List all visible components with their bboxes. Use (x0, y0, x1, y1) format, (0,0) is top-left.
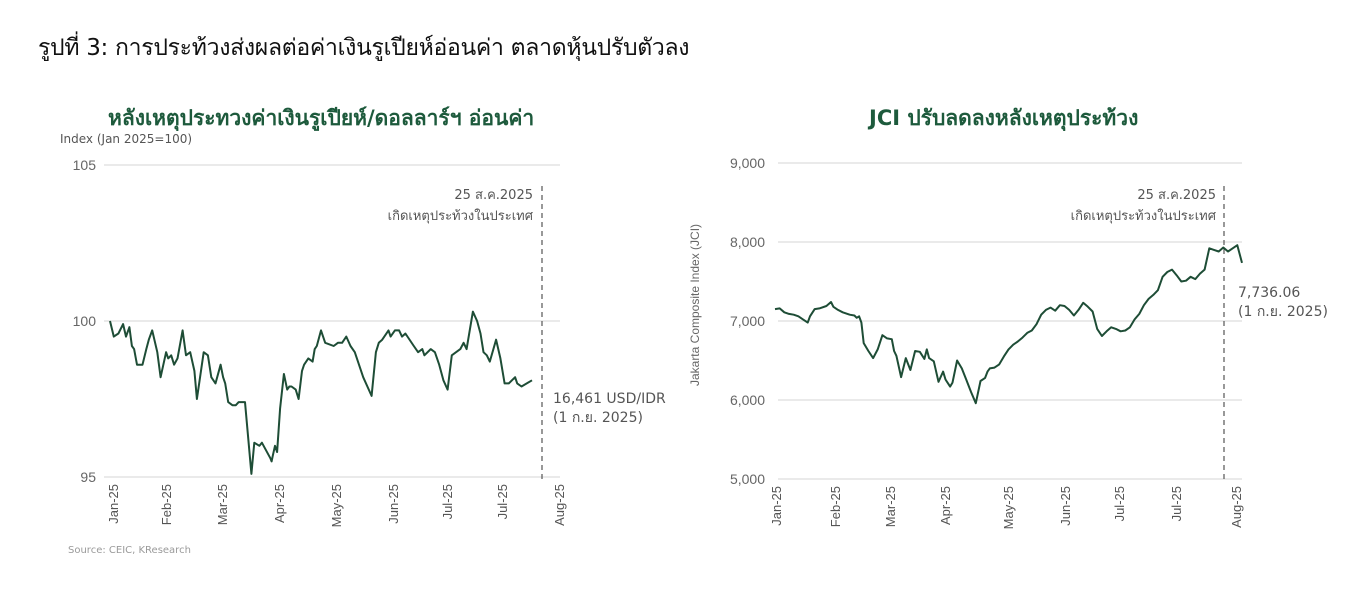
y-axis-title: Jakarta Composite Index (JCI) (688, 224, 702, 386)
y-tick-label: 95 (80, 469, 96, 485)
y-tick-label: 8,000 (730, 234, 765, 250)
x-tick-label: Apr-25 (938, 486, 953, 525)
event-description-label: เกิดเหตุประท้วงในประเทศ (1071, 208, 1217, 224)
y-tick-label: 5,000 (730, 471, 765, 487)
x-tick-label: May-25 (1001, 486, 1016, 529)
x-tick-label: Aug-25 (552, 484, 567, 526)
x-tick-label: Jul-25 (1169, 486, 1184, 521)
x-tick-label: Apr-25 (272, 484, 287, 523)
event-date-label: 25 ส.ค.2025 (454, 188, 533, 203)
y-tick-label: 9,000 (730, 155, 765, 171)
x-tick-label: Jan-25 (769, 486, 784, 526)
x-tick-label: May-25 (329, 484, 344, 527)
x-tick-label: Feb-25 (828, 486, 843, 527)
y-tick-label: 105 (73, 157, 97, 173)
end-value-label: 7,736.06 (1238, 285, 1300, 301)
left-chart-usd-idr: 105 100 95 Jan-25 Feb-25 Mar-25 Apr-25 May-25 Ju… (73, 157, 666, 527)
x-tick-label: Jan-25 (106, 484, 121, 524)
x-tick-label: Aug-25 (1229, 486, 1244, 528)
x-tick-label: Feb-25 (159, 484, 174, 525)
source-note: Source: CEIC, KResearch (68, 545, 191, 556)
data-series-line (109, 310, 533, 475)
end-date-label: (1 ก.ย. 2025) (553, 410, 643, 426)
left-chart-unit-label: Index (Jan 2025=100) (60, 132, 193, 146)
x-tick-label: Jun-25 (1058, 486, 1073, 526)
x-tick-label: Jun-25 (386, 484, 401, 524)
x-tick-label: Jul-25 (440, 484, 455, 519)
y-tick-label: 100 (73, 313, 97, 329)
event-date-label: 25 ส.ค.2025 (1137, 188, 1216, 203)
right-chart-jci: 9,000 8,000 7,000 6,000 5,000 Jan-25 Feb-25 Mar… (688, 155, 1328, 529)
y-tick-label: 6,000 (730, 392, 765, 408)
x-tick-label: Mar-25 (215, 484, 230, 525)
x-tick-label: Mar-25 (883, 486, 898, 527)
right-chart-title: JCI ปรับลดลงหลังเหตุประท้วง (869, 106, 1139, 130)
y-tick-label: 7,000 (730, 313, 765, 329)
end-value-label: 16,461 USD/IDR (553, 391, 666, 407)
figure-title: รูปที่ 3: การประท้วงส่งผลต่อค่าเงินรูเปี… (38, 35, 690, 61)
x-tick-label: Jul-25 (1112, 486, 1127, 521)
data-series-line (774, 244, 1243, 405)
x-tick-label: Jul-25 (495, 484, 510, 519)
left-chart-title: หลังเหตุประทวงค่าเงินรูเปียห์/ดอลลาร์ฯ อ… (108, 106, 535, 130)
event-description-label: เกิดเหตุประท้วงในประเทศ (388, 208, 534, 224)
end-date-label: (1 ก.ย. 2025) (1238, 304, 1328, 320)
